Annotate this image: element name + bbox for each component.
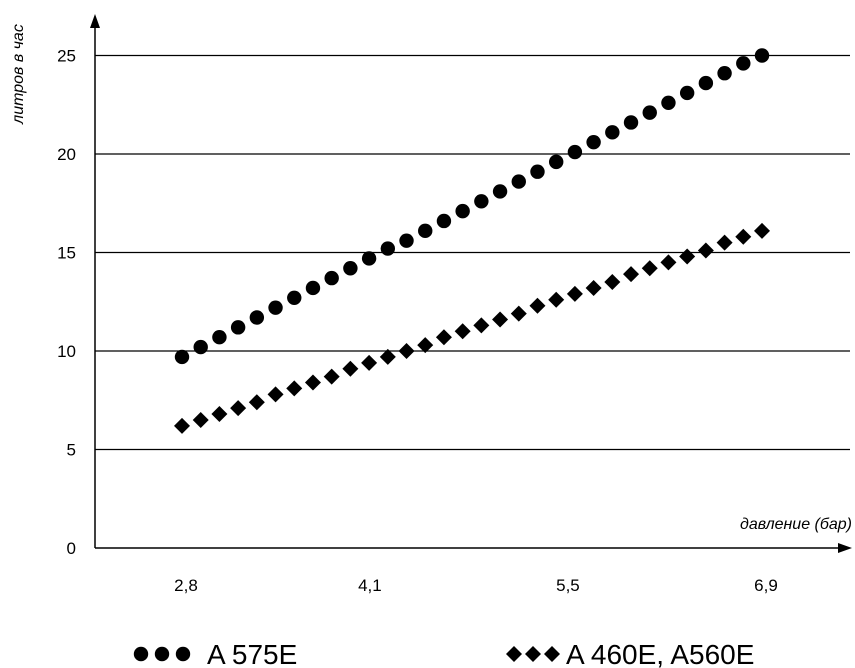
data-point (697, 242, 714, 259)
data-point (399, 233, 414, 248)
data-point (305, 280, 321, 296)
data-point (736, 56, 751, 71)
legend-diamond-marker (544, 646, 560, 662)
legend-circle-marker (133, 646, 149, 662)
data-point (511, 174, 526, 189)
data-point (642, 105, 657, 120)
y-axis-title: литров в час (10, 24, 27, 125)
data-point (474, 194, 489, 209)
x-axis-arrow (838, 543, 852, 553)
data-point (174, 417, 190, 434)
data-point (192, 411, 209, 428)
data-point (679, 248, 696, 265)
y-tick-labels: 0 5 10 15 20 25 (57, 47, 76, 559)
data-point (287, 290, 302, 306)
y-tick-label: 20 (57, 145, 76, 164)
data-point (660, 254, 677, 271)
x-tick-label: 4,1 (358, 576, 382, 595)
data-point (323, 368, 340, 385)
data-point (304, 374, 321, 391)
y-tick-label: 5 (67, 441, 76, 460)
data-point (361, 251, 377, 266)
gridlines (95, 54, 850, 451)
data-point (473, 317, 490, 334)
data-point (249, 310, 265, 325)
series-diamond (174, 222, 770, 434)
data-point (435, 329, 452, 346)
data-point (510, 305, 527, 322)
data-point (548, 291, 565, 308)
legend-label: A 575E (207, 639, 297, 668)
data-point (548, 154, 564, 170)
series-circle (174, 48, 770, 365)
data-point (492, 311, 509, 328)
data-point (530, 164, 545, 179)
data-point (267, 386, 284, 403)
data-point (585, 279, 602, 296)
data-point (454, 323, 471, 340)
data-point (661, 95, 676, 110)
data-point (623, 266, 640, 283)
data-point (193, 339, 208, 355)
data-point (174, 349, 190, 365)
data-point (492, 184, 508, 199)
y-tick-label: 15 (57, 244, 76, 263)
data-point (342, 360, 359, 377)
legend: A 575E A 460E, A560E (133, 639, 754, 668)
data-point (211, 406, 228, 423)
data-point (586, 134, 601, 150)
x-tick-labels: 2,8 4,1 5,5 6,9 (174, 576, 778, 595)
data-point (754, 222, 770, 239)
y-tick-label: 25 (57, 47, 76, 66)
axes (90, 14, 852, 553)
x-tick-label: 2,8 (174, 576, 198, 595)
legend-item (506, 646, 560, 662)
legend-diamond-marker (525, 646, 541, 662)
data-point (566, 285, 583, 302)
data-point (455, 203, 470, 219)
data-point (417, 337, 434, 354)
data-point (248, 394, 265, 411)
data-point (361, 354, 378, 371)
data-point (604, 274, 621, 291)
data-point (529, 297, 546, 314)
data-point (567, 144, 583, 160)
data-point (717, 66, 732, 81)
x-tick-label: 6,9 (754, 576, 778, 595)
data-point (230, 320, 246, 335)
data-point (754, 48, 770, 63)
data-point (324, 270, 339, 286)
y-tick-label: 10 (57, 342, 76, 361)
y-tick-label: 0 (67, 539, 76, 558)
data-point (679, 85, 695, 101)
y-axis-arrow (90, 14, 100, 28)
data-point (418, 223, 433, 239)
data-point (343, 261, 358, 276)
data-point (230, 400, 247, 417)
legend-circle-marker (175, 646, 191, 662)
data-point (398, 343, 415, 359)
data-point (716, 234, 733, 251)
x-axis-title: давление (бар) (740, 516, 852, 533)
legend-circle-marker (154, 646, 170, 662)
data-point (286, 380, 303, 397)
series-marks (174, 48, 770, 434)
data-point (379, 348, 396, 365)
legend-item (133, 646, 191, 662)
x-tick-label: 5,5 (556, 576, 580, 595)
legend-label: A 460E, A560E (566, 639, 754, 668)
data-point (623, 115, 639, 130)
data-point (735, 228, 752, 245)
data-point (698, 75, 714, 91)
data-point (605, 125, 620, 140)
legend-diamond-marker (506, 646, 522, 662)
data-point (212, 330, 227, 345)
data-point (436, 213, 452, 229)
data-point (641, 260, 658, 277)
data-point (268, 300, 283, 315)
data-point (380, 241, 396, 256)
